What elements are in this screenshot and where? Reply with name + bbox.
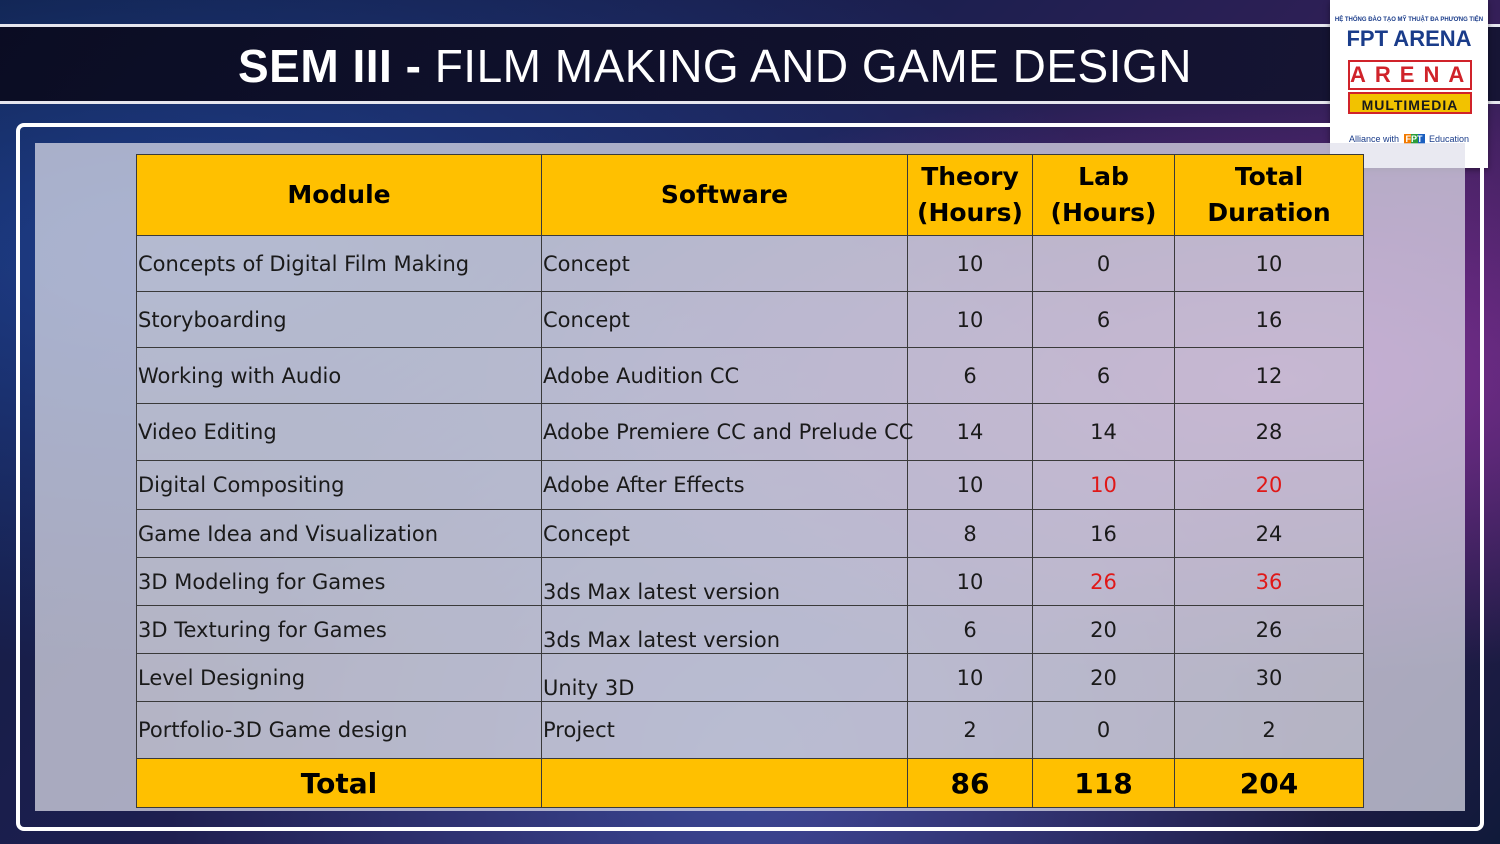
header-lab-line1: Lab [1078,162,1129,191]
cell-total: 10 [1174,235,1364,292]
cell-module: Game Idea and Visualization [136,509,542,558]
cell-module: 3D Texturing for Games [136,605,542,654]
header-total-line1: Total [1234,162,1304,191]
total-theory: 86 [907,758,1033,808]
page-title: SEM III - FILM MAKING AND GAME DESIGN [238,36,1192,96]
cell-total: 20 [1174,460,1364,510]
header-theory: Theory (Hours) [907,154,1033,236]
table-row: Game Idea and Visualization Concept 8 16… [136,509,1364,558]
cell-software: Unity 3D [541,653,908,702]
cell-software: Concept [541,235,908,292]
cell-total: 30 [1174,653,1364,702]
fpt-education-mark: FPT [1403,134,1425,144]
table-row: Video Editing Adobe Premiere CC and Prel… [136,403,1364,461]
cell-module: Portfolio-3D Game design [136,701,542,759]
cell-theory: 10 [907,557,1033,606]
cell-lab: 26 [1032,557,1175,606]
title-rest: FILM MAKING AND GAME DESIGN [434,40,1192,92]
cell-software: Adobe Premiere CC and Prelude CC [541,403,913,461]
logo-tagline: HỆ THỐNG ĐÀO TẠO MỸ THUẬT ĐA PHƯƠNG TIỆN [1334,17,1484,23]
curriculum-table: Module Software Theory (Hours) Lab (Hours)… [136,154,1364,808]
logo-alliance: Alliance with FPT Education [1330,134,1488,144]
cell-theory: 10 [907,291,1033,348]
cell-software: Adobe Audition CC [541,347,908,404]
logo-brand: FPT ARENA [1346,26,1472,51]
cell-total: 16 [1174,291,1364,348]
cell-software: 3ds Max latest version [541,557,908,606]
header-lab: Lab (Hours) [1032,154,1175,236]
cell-software: Adobe After Effects [541,460,908,510]
logo-multimedia: MULTIMEDIA [1348,92,1472,114]
header-total-line2: Duration [1207,198,1331,227]
cell-lab: 0 [1032,701,1175,759]
cell-module: Digital Compositing [136,460,542,510]
content-frame [16,123,1484,831]
cell-theory: 8 [907,509,1033,558]
cell-theory: 10 [907,653,1033,702]
cell-lab: 20 [1032,605,1175,654]
cell-theory: 14 [907,403,1033,461]
cell-module: Working with Audio [136,347,542,404]
cell-software: Project [541,701,908,759]
cell-theory: 10 [907,460,1033,510]
title-bold: SEM III - [238,40,435,92]
header-lab-line2: (Hours) [1050,198,1157,227]
table-row: Portfolio-3D Game design Project 2 0 2 [136,701,1364,759]
title-bar [0,24,1500,104]
cell-module: Storyboarding [136,291,542,348]
total-row: Total 86 118 204 [136,758,1364,808]
table-row: Working with Audio Adobe Audition CC 6 6… [136,347,1364,404]
cell-lab: 14 [1032,403,1175,461]
header-software: Software [541,154,908,236]
cell-total: 36 [1174,557,1364,606]
table-row: Concepts of Digital Film Making Concept … [136,235,1364,292]
header-theory-line2: (Hours) [917,198,1023,227]
fpt-arena-logo: HỆ THỐNG ĐÀO TẠO MỸ THUẬT ĐA PHƯƠNG TIỆN… [1330,0,1488,168]
cell-lab: 6 [1032,347,1175,404]
cell-lab: 6 [1032,291,1175,348]
cell-module: Concepts of Digital Film Making [136,235,542,292]
cell-module: 3D Modeling for Games [136,557,542,606]
cell-theory: 10 [907,235,1033,292]
cell-total: 2 [1174,701,1364,759]
cell-module: Level Designing [136,653,542,702]
cell-lab: 16 [1032,509,1175,558]
total-software [541,758,908,808]
cell-lab: 10 [1032,460,1175,510]
alliance-suffix: Education [1429,134,1470,144]
cell-total: 24 [1174,509,1364,558]
cell-software: Concept [541,291,908,348]
table-header-row: Module Software Theory (Hours) Lab (Hours)… [136,154,1364,236]
cell-lab: 0 [1032,235,1175,292]
total-lab: 118 [1032,758,1175,808]
cell-total: 12 [1174,347,1364,404]
cell-module: Video Editing [136,403,542,461]
total-duration: 204 [1174,758,1364,808]
header-module: Module [136,154,542,236]
alliance-prefix: Alliance with [1348,134,1399,144]
cell-software: Concept [541,509,908,558]
cell-theory: 6 [907,605,1033,654]
cell-theory: 2 [907,701,1033,759]
cell-software: 3ds Max latest version [541,605,908,654]
cell-theory: 6 [907,347,1033,404]
table-row: Storyboarding Concept 10 6 16 [136,291,1364,348]
header-total: Total Duration [1174,154,1364,236]
total-label: Total [136,758,542,808]
header-theory-line1: Theory [921,162,1019,191]
table-row: Digital Compositing Adobe After Effects … [136,460,1364,510]
table-row: Level Designing Unity 3D 10 20 30 [136,653,1364,702]
table-row: 3D Texturing for Games 3ds Max latest ve… [136,605,1364,654]
cell-total: 26 [1174,605,1364,654]
logo-arena: ARENA [1348,60,1472,90]
cell-total: 28 [1174,403,1364,461]
cell-lab: 20 [1032,653,1175,702]
table-row: 3D Modeling for Games 3ds Max latest ver… [136,557,1364,606]
